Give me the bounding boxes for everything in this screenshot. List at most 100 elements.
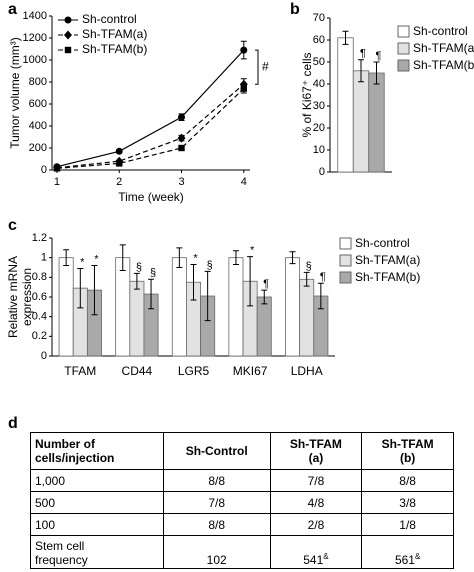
error-bar <box>63 249 70 267</box>
y-tick-label: 600 <box>29 98 47 110</box>
error-bar <box>303 271 310 287</box>
table-cell: Number of cells/injection <box>30 432 164 470</box>
y-axis-label: expression <box>20 268 34 326</box>
y-tick-label: 0 <box>41 164 47 176</box>
y-tick-label: 1 <box>41 252 47 264</box>
bar <box>228 257 244 357</box>
superscript: & <box>414 552 421 561</box>
y-tick-label: 0 <box>319 166 325 178</box>
y-tick-label: 200 <box>29 142 47 154</box>
significance: ¶ <box>376 50 382 62</box>
cell-text: Stem cell <box>35 539 85 553</box>
significance: ¶ <box>263 278 269 290</box>
y-tick-label: 0 <box>41 350 47 362</box>
marker <box>178 144 185 152</box>
marker <box>64 46 72 54</box>
bar <box>337 37 354 173</box>
y-tick-label: 1000 <box>23 54 47 66</box>
cell-text: frequency <box>35 553 88 567</box>
error-bar <box>190 264 197 301</box>
cell-text: 1/8 <box>399 517 416 532</box>
table-cell: 8/8 <box>162 513 271 536</box>
cell-text: (a) <box>308 451 324 465</box>
y-tick-label: 10 <box>313 144 325 156</box>
cell-text: cells/injection <box>35 451 115 465</box>
bar <box>285 257 301 357</box>
marker <box>240 46 248 54</box>
error-bar <box>232 250 239 266</box>
error-bar <box>373 61 380 85</box>
cell-text: Sh-TFAM <box>381 437 434 451</box>
cell-text: 8/8 <box>399 473 416 488</box>
legend-label: Sh-control <box>82 12 137 26</box>
cell-text: 1,000 <box>35 473 66 488</box>
y-tick-label: 50 <box>313 56 325 68</box>
significance: § <box>136 261 142 273</box>
y-axis-label: % of Ki67⁺ cells <box>300 52 314 137</box>
table-cell: 8/8 <box>162 469 271 492</box>
cell-text: 3/8 <box>399 495 416 510</box>
cell-text: Number of <box>35 437 95 451</box>
cell-text: 100 <box>35 517 56 532</box>
y-tick-label: 60 <box>313 34 325 46</box>
error-bar <box>317 282 324 310</box>
x-tick-label: TFAM <box>64 364 96 378</box>
y-tick-label: 0.2 <box>32 330 47 342</box>
x-tick-label: LGR5 <box>178 364 210 378</box>
legend-label: Sh-TFAM(b) <box>413 58 474 72</box>
legend-label: Sh-control <box>413 24 468 38</box>
error-bar <box>77 267 84 309</box>
significance: * <box>80 256 85 268</box>
x-tick-label: 1 <box>54 176 60 188</box>
table-cell: Sh-TFAM (a) <box>269 432 363 470</box>
table-cell: 500 <box>30 491 164 514</box>
legend-label: Sh-TFAM(a) <box>82 27 147 41</box>
x-tick-label: 2 <box>116 176 122 188</box>
legend-label: Sh-TFAM(a) <box>355 253 420 267</box>
table-cell: 100 <box>30 513 164 536</box>
table-row: Stem cell frequency 102 541& 561& <box>30 535 454 569</box>
legend-label: Sh-TFAM(b) <box>355 270 420 284</box>
y-tick-label: 1400 <box>23 10 47 22</box>
legend-swatch <box>397 25 410 38</box>
significance: § <box>150 267 156 279</box>
line <box>56 88 245 169</box>
marker <box>53 165 61 172</box>
error-bar <box>119 244 126 271</box>
bar <box>58 257 74 357</box>
y-tick-label: 1.2 <box>32 232 47 244</box>
legend-swatch <box>397 59 410 72</box>
table-cell: 4/8 <box>269 491 363 514</box>
cell-text: 7/8 <box>307 473 325 488</box>
y-axis-label: Tumor volume (mm³) <box>8 37 22 149</box>
error-bar <box>133 272 140 290</box>
marker <box>177 133 186 143</box>
line <box>56 83 245 169</box>
x-axis-label: Time (week) <box>118 190 184 204</box>
results-table: Number of cells/injection Sh-Control Sh-TFA… <box>30 432 454 569</box>
table-cell: Sh-TFAM (b) <box>361 432 454 470</box>
table-cell: 1/8 <box>361 513 454 536</box>
significance: * <box>193 252 198 264</box>
marker <box>178 113 186 121</box>
panel-label: d <box>8 415 18 432</box>
marker <box>240 85 247 92</box>
y-tick-label: 0.8 <box>32 271 47 283</box>
cell-text: 102 <box>206 553 227 567</box>
table-row: 100 8/8 2/8 1/8 <box>30 513 454 536</box>
error-bar <box>342 30 349 45</box>
table-cell: 8/8 <box>361 469 454 492</box>
y-tick-label: 70 <box>313 12 325 24</box>
y-axis-label: Relative mRNA <box>6 256 20 338</box>
error-bar <box>358 59 364 83</box>
table-cell: 3/8 <box>361 491 454 514</box>
cell-text: 4/8 <box>307 495 325 510</box>
bar <box>171 257 187 357</box>
cell-text: 541 <box>303 553 324 567</box>
table-row: 500 7/8 4/8 3/8 <box>30 491 454 514</box>
cell-text: Sh-Control <box>185 444 248 458</box>
table-cell: 1,000 <box>30 469 164 492</box>
x-tick-label: CD44 <box>122 364 153 378</box>
legend-swatch <box>339 237 352 250</box>
